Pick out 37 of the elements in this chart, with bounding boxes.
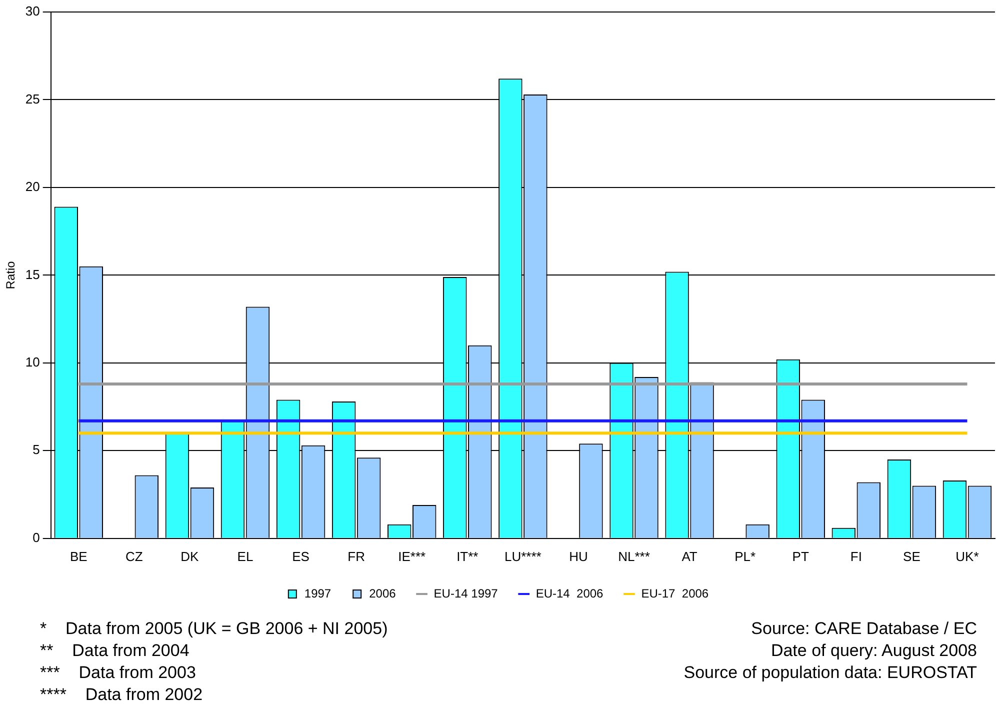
y-tick-label: 30 [25,4,40,19]
y-axis-title: Ratio [4,260,18,290]
x-tick-label: IT** [456,548,478,564]
x-tick-label: HU [569,548,588,564]
y-tick-label: 25 [25,91,40,106]
y-tick-label: 0 [32,530,40,545]
x-tick-label: FI [850,548,862,564]
legend-label: EU-17 2006 [641,586,709,600]
x-tick-label: PL* [734,548,756,564]
x-tick-label: AT [682,548,698,564]
text: *** Data from 2003 [40,662,197,684]
y-tick-label: 15 [25,266,40,282]
text: Date of query: August 2008 [770,640,977,662]
x-tick-label: FR [348,548,365,564]
legend-label: EU-14 1997 [434,586,498,600]
x-tick-label: CZ [125,548,143,564]
text: ** Data from 2004 [40,640,190,662]
legend-label: 2006 [369,586,396,600]
legend-label: EU-14 2006 [536,586,604,600]
text: **** Data from 2002 [40,684,204,706]
x-tick-label: EL [237,548,254,564]
y-tick-label: 5 [32,442,40,458]
x-tick-label: BE [70,548,88,564]
y-tick-label: 20 [25,179,40,194]
legend-label: 1997 [304,586,332,600]
x-tick-label: SE [903,548,921,564]
x-tick-label: DK [180,548,200,564]
y-tick-label: 10 [25,354,40,370]
x-tick-label: NL*** [618,548,650,564]
x-tick-label: ES [292,548,310,564]
source-note: Source of population data: EUROSTAT [684,662,977,684]
x-tick-label: LU**** [504,548,542,564]
text: * Data from 2005 (UK = GB 2006 + NI 2005) [40,618,388,640]
x-tick-label: UK* [956,548,979,564]
x-tick-label: PT [792,548,809,564]
source-note: Source: CARE Database / EC [750,618,977,640]
x-tick-label: IE*** [398,548,426,564]
